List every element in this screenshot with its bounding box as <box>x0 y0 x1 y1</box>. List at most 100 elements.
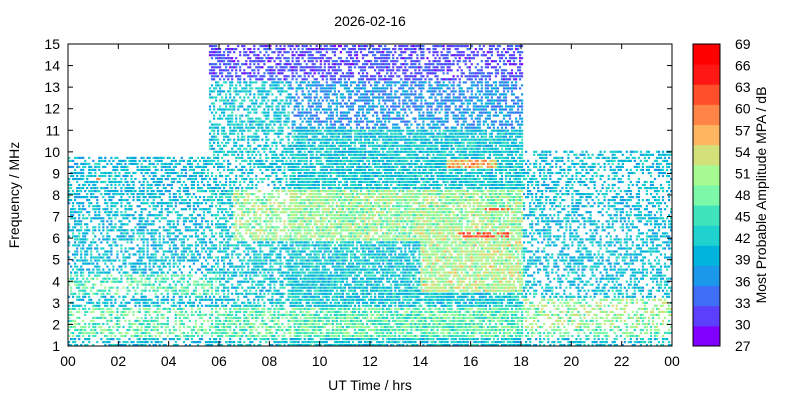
data-cell <box>162 183 165 187</box>
data-cell <box>233 132 236 135</box>
data-cell <box>120 310 123 313</box>
data-cell <box>128 319 131 322</box>
data-cell <box>170 253 173 256</box>
data-cell <box>118 304 121 307</box>
data-cell <box>215 271 218 274</box>
data-cell <box>249 165 252 168</box>
data-cell <box>122 229 125 232</box>
data-cell <box>279 341 282 344</box>
data-cell <box>148 223 151 226</box>
data-cell <box>229 87 232 90</box>
data-cell <box>156 319 159 322</box>
data-cell <box>176 217 179 220</box>
data-cell <box>110 247 113 250</box>
data-cell <box>291 156 294 159</box>
data-cell <box>184 193 187 196</box>
data-cell <box>223 331 226 335</box>
data-cell <box>221 156 224 159</box>
data-cell <box>136 344 139 346</box>
data-cell <box>136 310 139 313</box>
data-cell <box>208 90 212 93</box>
data-cell <box>172 226 175 229</box>
data-cell <box>92 208 95 211</box>
data-cell <box>142 183 145 187</box>
data-cell <box>162 316 165 319</box>
data-cell <box>110 211 113 214</box>
data-cell <box>148 344 151 346</box>
data-cell <box>217 190 220 193</box>
data-cell <box>225 235 228 238</box>
data-cell <box>180 238 183 241</box>
data-cell <box>142 232 145 235</box>
data-cell <box>283 168 286 171</box>
data-cell <box>210 229 214 232</box>
data-cell <box>138 229 141 232</box>
data-cell <box>249 256 252 259</box>
data-cell <box>273 319 276 322</box>
data-cell <box>98 229 101 232</box>
data-cell <box>136 328 139 332</box>
data-cell <box>152 190 155 193</box>
data-cell <box>122 253 125 256</box>
data-cell <box>156 190 159 193</box>
data-cell <box>198 328 202 332</box>
data-cell <box>247 117 250 120</box>
data-cell <box>148 262 151 265</box>
data-cell <box>106 301 109 304</box>
data-cell <box>279 292 282 295</box>
data-cell <box>108 211 111 214</box>
data-cell <box>120 223 123 226</box>
data-cell <box>231 78 234 81</box>
data-cell <box>263 334 266 338</box>
data-cell <box>253 54 256 57</box>
data-cell <box>70 310 73 313</box>
data-cell <box>200 262 204 265</box>
data-cell <box>154 271 157 274</box>
data-cell <box>176 171 179 175</box>
data-cell <box>168 183 171 187</box>
data-cell <box>283 108 286 111</box>
data-cell <box>233 138 236 141</box>
data-cell <box>118 325 121 329</box>
data-cell <box>233 183 236 187</box>
data-cell <box>188 174 191 178</box>
data-cell <box>160 168 163 171</box>
data-cell <box>154 183 157 187</box>
data-cell <box>255 111 258 114</box>
data-cell <box>243 196 246 199</box>
data-cell <box>68 316 71 319</box>
data-cell <box>202 177 206 181</box>
data-cell <box>231 265 234 268</box>
data-cell <box>235 265 238 268</box>
data-cell <box>251 247 254 250</box>
data-cell <box>259 223 262 226</box>
data-cell <box>140 259 143 262</box>
data-cell <box>190 256 193 259</box>
data-cell <box>233 214 236 217</box>
data-cell <box>271 232 274 235</box>
data-cell <box>184 174 187 178</box>
data-cell <box>269 334 272 338</box>
data-cell <box>215 54 218 57</box>
data-cell <box>210 232 214 235</box>
data-cell <box>253 286 256 289</box>
data-cell <box>219 328 222 332</box>
data-cell <box>112 238 115 241</box>
data-cell <box>134 156 137 159</box>
data-cell <box>128 162 131 165</box>
data-cell <box>104 295 107 298</box>
data-cell <box>140 341 143 344</box>
data-cell <box>114 334 117 338</box>
data-cell <box>257 325 260 329</box>
data-cell <box>245 307 248 310</box>
data-cell <box>74 292 77 295</box>
data-cell <box>251 316 254 319</box>
data-cell <box>74 162 77 165</box>
data-cell <box>281 153 284 156</box>
data-cell <box>273 338 276 341</box>
data-cell <box>227 102 230 105</box>
data-cell <box>275 328 278 332</box>
data-cell <box>223 268 226 271</box>
data-cell <box>182 244 185 247</box>
data-cell <box>287 87 290 90</box>
